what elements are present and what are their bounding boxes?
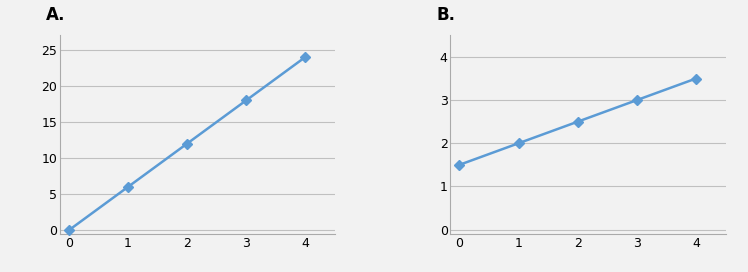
Text: B.: B. [437, 6, 456, 24]
Text: A.: A. [46, 6, 66, 24]
